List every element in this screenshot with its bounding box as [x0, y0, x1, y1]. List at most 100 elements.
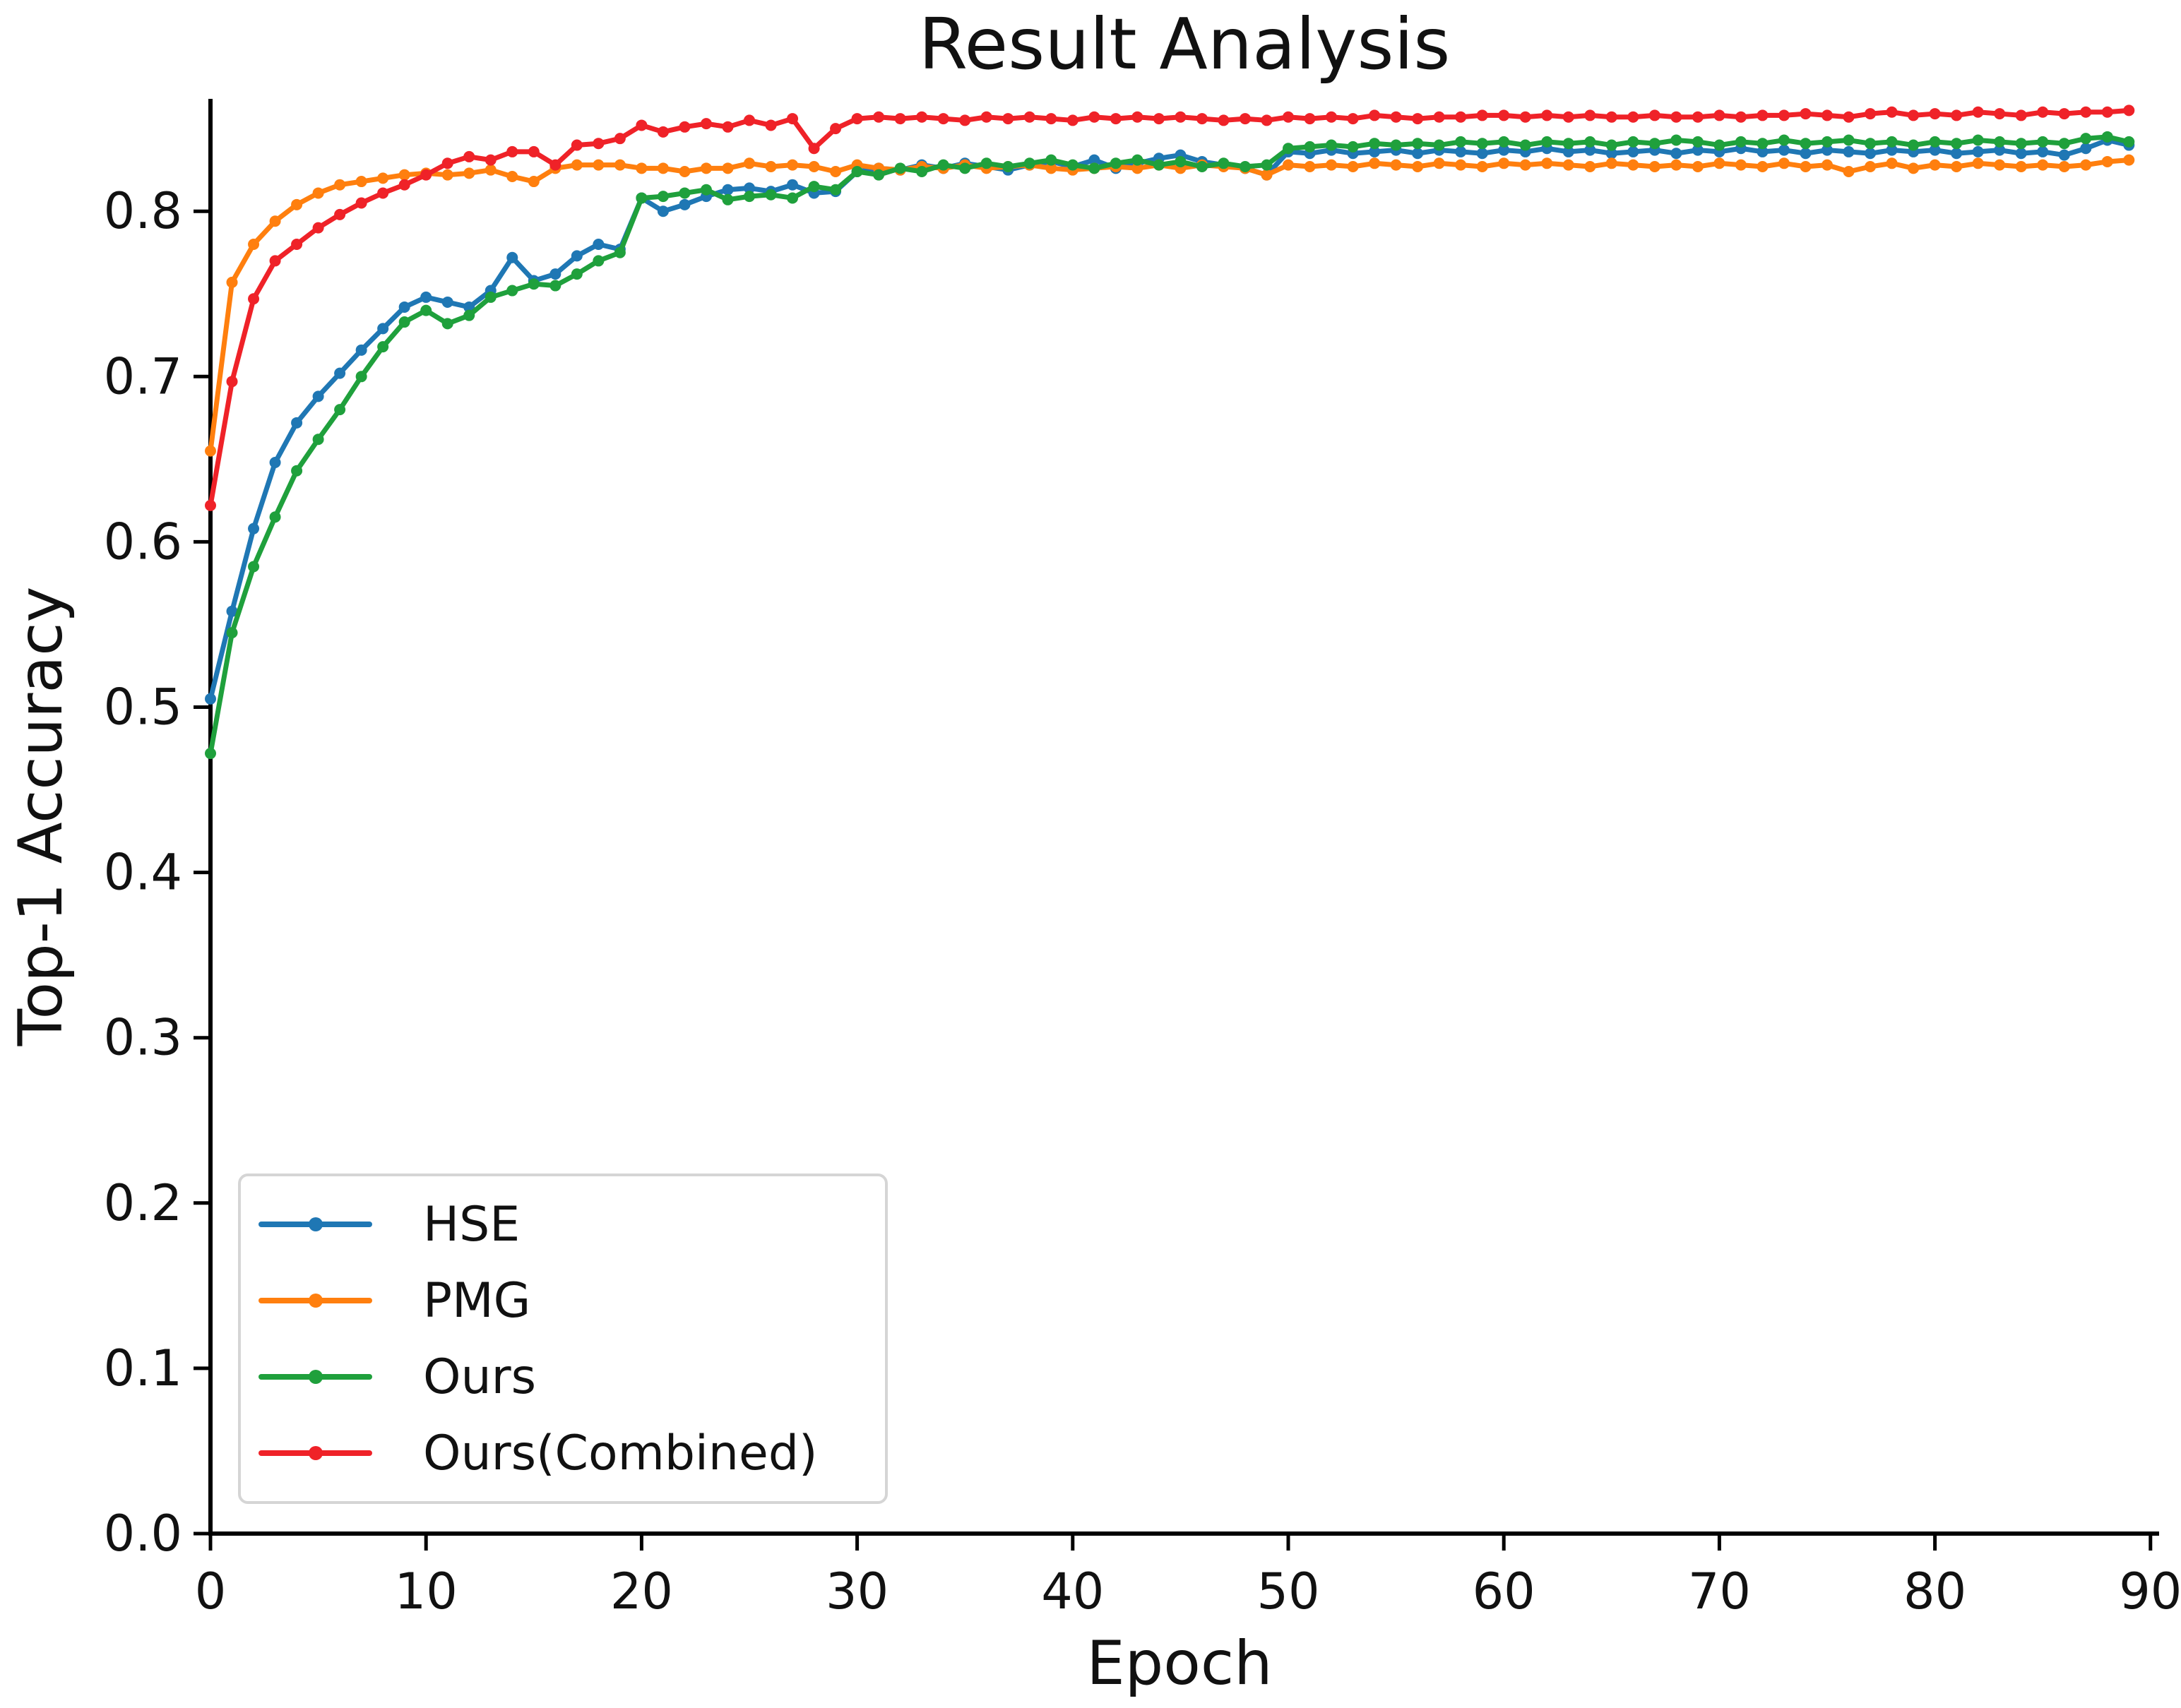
series-marker-ours-combined-	[1994, 108, 2006, 120]
series-marker-hse	[1865, 148, 1877, 160]
series-marker-ours	[398, 316, 410, 328]
series-marker-ours	[1778, 134, 1790, 146]
series-marker-ours	[1562, 138, 1574, 150]
series-marker-ours-combined-	[485, 154, 497, 166]
legend-marker-dot-ours	[308, 1370, 323, 1384]
legend-line-sample-ours	[258, 1370, 372, 1384]
series-marker-ours-combined-	[636, 119, 648, 131]
x-tick-label: 30	[826, 1563, 889, 1620]
series-marker-ours-combined-	[398, 179, 410, 191]
series-marker-ours	[894, 162, 906, 174]
series-marker-pmg	[1800, 160, 1812, 172]
series-marker-ours	[2123, 136, 2135, 148]
y-tick-label: 0.1	[104, 1339, 182, 1397]
series-marker-ours-combined-	[1541, 109, 1553, 121]
series-marker-ours	[1498, 136, 1510, 148]
x-tick-label: 60	[1473, 1563, 1535, 1620]
series-marker-ours-combined-	[1757, 109, 1769, 121]
series-marker-ours	[1757, 138, 1769, 150]
series-marker-hse	[312, 390, 324, 402]
series-marker-hse	[1088, 154, 1100, 166]
series-marker-ours	[959, 162, 971, 174]
series-marker-pmg	[1433, 157, 1445, 169]
series-marker-pmg	[441, 169, 453, 181]
series-marker-pmg	[1347, 160, 1359, 172]
series-marker-ours-combined-	[722, 121, 734, 133]
series-marker-ours-combined-	[2015, 109, 2027, 121]
series-marker-ours	[2080, 133, 2092, 145]
series-marker-ours-combined-	[1735, 111, 1747, 123]
series-marker-hse	[593, 239, 605, 251]
series-marker-pmg	[1605, 157, 1617, 169]
series-marker-hse	[1455, 145, 1467, 157]
series-marker-hse	[1605, 148, 1617, 160]
series-marker-ours	[1519, 139, 1531, 151]
series-marker-ours-combined-	[916, 111, 928, 123]
series-marker-pmg	[1778, 157, 1790, 169]
series-marker-pmg	[1929, 159, 1941, 171]
series-marker-hse	[1670, 148, 1682, 160]
series-marker-ours-combined-	[506, 145, 518, 157]
series-marker-pmg	[312, 187, 324, 199]
series-marker-ours	[528, 278, 540, 290]
series-marker-ours-combined-	[2123, 104, 2135, 117]
legend-item-ours-combined: Ours(Combined)	[258, 1426, 864, 1481]
series-marker-pmg	[1261, 169, 1273, 181]
series-marker-ours-combined-	[2080, 106, 2092, 118]
series-marker-ours	[916, 166, 928, 178]
series-marker-hse	[1584, 144, 1596, 156]
series-line-hse	[208, 138, 2132, 702]
series-marker-pmg	[205, 445, 216, 457]
series-marker-pmg	[248, 239, 260, 251]
x-axis-label: Epoch	[1086, 1628, 1273, 1699]
series-marker-ours	[808, 181, 820, 193]
series-marker-pmg	[2123, 154, 2135, 166]
series-marker-ours-combined-	[1519, 111, 1531, 123]
series-marker-ours-combined-	[1088, 111, 1100, 123]
series-marker-ours	[1821, 136, 1833, 148]
legend-label-ours: Ours	[423, 1349, 537, 1405]
series-marker-ours-combined-	[420, 169, 432, 181]
series-marker-pmg	[700, 162, 712, 174]
series-marker-hse	[226, 605, 238, 617]
series-line-pmg	[208, 157, 2132, 454]
legend-marker-dot-pmg	[308, 1294, 323, 1308]
series-marker-hse	[1972, 145, 1984, 157]
series-marker-hse	[1821, 144, 1833, 156]
series-marker-ours	[679, 187, 691, 199]
series-marker-ours	[1433, 139, 1445, 151]
series-marker-pmg	[1735, 159, 1747, 171]
x-tick-label: 40	[1041, 1563, 1104, 1620]
series-marker-ours	[1023, 157, 1035, 169]
series-marker-pmg	[1994, 159, 2006, 171]
series-marker-ours-combined-	[1886, 106, 1898, 118]
series-marker-hse	[722, 184, 734, 196]
series-marker-pmg	[528, 176, 540, 188]
series-marker-hse	[787, 179, 799, 191]
series-marker-ours	[1670, 134, 1682, 146]
series-marker-ours	[1455, 136, 1467, 148]
series-marker-ours-combined-	[226, 376, 238, 388]
series-marker-hse	[398, 301, 410, 313]
series-marker-pmg	[1519, 159, 1531, 171]
series-marker-ours-combined-	[355, 197, 367, 209]
series-marker-ours	[1908, 139, 1920, 151]
series-marker-ours-combined-	[1605, 111, 1617, 123]
series-marker-ours	[571, 268, 583, 280]
series-marker-pmg	[1412, 160, 1424, 172]
series-marker-hse	[2058, 149, 2070, 161]
series-marker-pmg	[1541, 157, 1553, 169]
x-tick-label: 80	[1903, 1563, 1966, 1620]
series-marker-hse	[291, 417, 303, 429]
series-marker-ours-combined-	[1045, 113, 1057, 125]
series-marker-pmg	[1476, 160, 1488, 172]
series-marker-ours-combined-	[679, 121, 691, 133]
series-marker-pmg	[377, 172, 389, 184]
series-marker-pmg	[636, 162, 648, 174]
series-marker-ours-combined-	[528, 145, 540, 157]
series-marker-pmg	[226, 276, 238, 288]
series-marker-pmg	[1713, 157, 1725, 169]
series-marker-pmg	[269, 215, 281, 227]
series-marker-hse	[355, 344, 367, 356]
series-marker-hse	[1562, 145, 1574, 157]
